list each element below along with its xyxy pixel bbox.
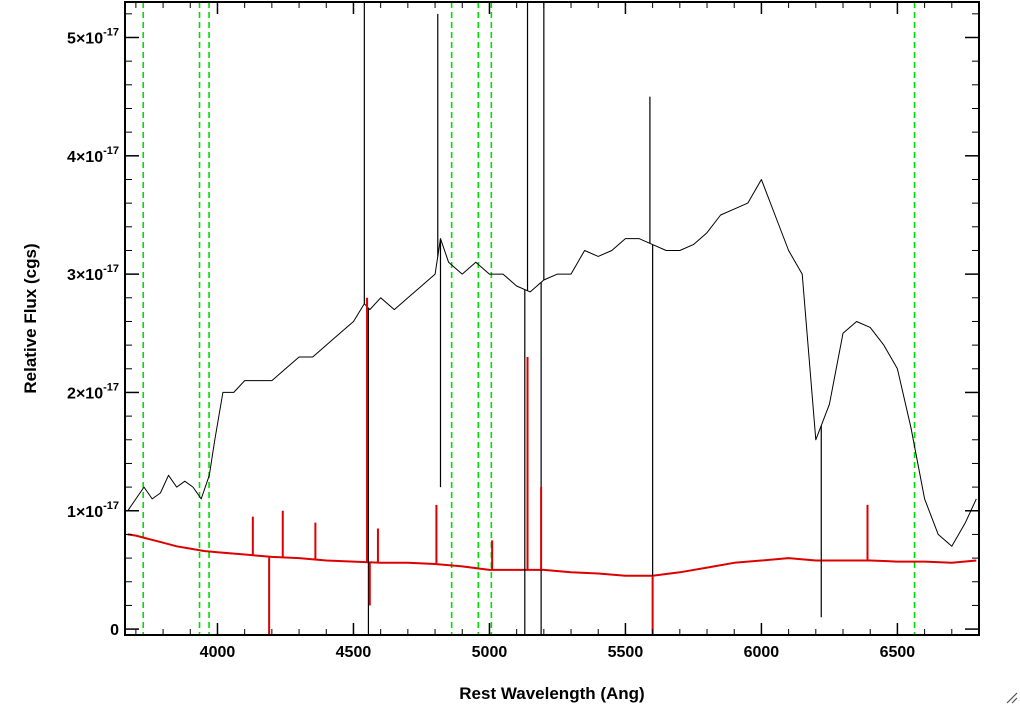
y-tick-label: 0 [110,622,119,639]
y-tick-label: 5×10-17 [67,26,119,47]
x-tick-label: 4500 [336,644,372,661]
observed-spectrum-line [127,179,977,547]
model-spectrum-line [127,533,977,577]
series-layer [127,2,977,635]
resize-grip-icon[interactable] [1004,690,1018,704]
x-tick-label: 6500 [880,644,916,661]
y-axis-title: Relative Flux (cgs) [21,243,40,393]
x-axis-title: Rest Wavelength (Ang) [459,684,644,703]
x-tick-label: 4000 [200,644,236,661]
y-tick-label: 3×10-17 [67,263,119,284]
x-tick-label: 6000 [744,644,780,661]
plot-frame [124,1,980,636]
emission-line-markers [142,2,916,635]
y-tick-label: 4×10-17 [67,145,119,166]
y-tick-label: 2×10-17 [67,381,119,402]
axis-ticks: 4000 4500 5000 5500 6000 6500 0 1×10-17 2×10-17 3… [67,2,980,661]
x-tick-label: 5000 [472,644,508,661]
x-tick-label: 5500 [608,644,644,661]
y-tick-label: 1×10-17 [67,500,119,521]
